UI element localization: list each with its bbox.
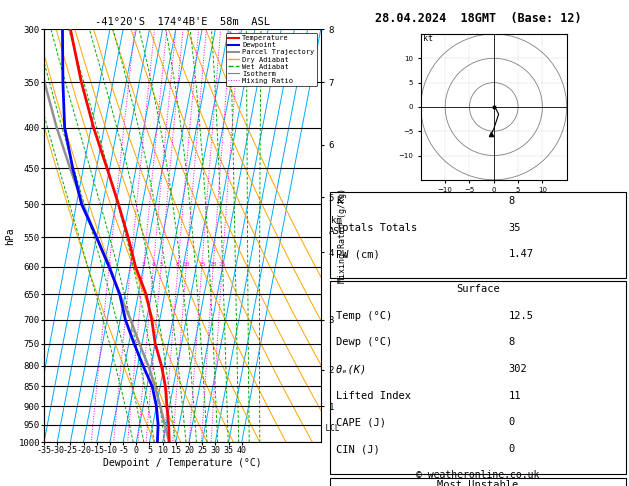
Text: 302: 302 — [508, 364, 527, 374]
Legend: Temperature, Dewpoint, Parcel Trajectory, Dry Adiabat, Wet Adiabat, Isotherm, Mi: Temperature, Dewpoint, Parcel Trajectory… — [226, 33, 317, 87]
Text: 5: 5 — [159, 262, 163, 267]
Text: 2: 2 — [128, 262, 132, 267]
Text: 1: 1 — [107, 262, 111, 267]
Bar — [330, 281, 626, 474]
Text: 1.47: 1.47 — [508, 249, 533, 260]
Text: 0: 0 — [508, 444, 515, 454]
Text: Temp (°C): Temp (°C) — [336, 311, 392, 321]
Text: 3: 3 — [142, 262, 145, 267]
Text: Dewp (°C): Dewp (°C) — [336, 337, 392, 347]
Text: K: K — [336, 196, 342, 206]
Text: 0: 0 — [508, 417, 515, 428]
Text: LCL: LCL — [321, 424, 339, 433]
Text: 11: 11 — [508, 391, 521, 401]
Text: 25: 25 — [218, 262, 226, 267]
Text: Most Unstable: Most Unstable — [437, 480, 519, 486]
Text: Totals Totals: Totals Totals — [336, 223, 418, 233]
Text: 35: 35 — [508, 223, 521, 233]
Title: -41°20'S  174°4B'E  58m  ASL: -41°20'S 174°4B'E 58m ASL — [95, 17, 270, 27]
Text: 8: 8 — [508, 196, 515, 206]
Text: 28.04.2024  18GMT  (Base: 12): 28.04.2024 18GMT (Base: 12) — [375, 12, 581, 25]
Text: Surface: Surface — [456, 284, 500, 294]
Text: θₑ(K): θₑ(K) — [336, 364, 367, 374]
Text: kt: kt — [423, 35, 433, 43]
Bar — [330, 192, 626, 278]
Text: 15: 15 — [198, 262, 206, 267]
Text: PW (cm): PW (cm) — [336, 249, 380, 260]
Text: Lifted Index: Lifted Index — [336, 391, 411, 401]
Y-axis label: hPa: hPa — [6, 227, 16, 244]
Text: 10: 10 — [182, 262, 190, 267]
Text: Mixing Ratio (g/kg): Mixing Ratio (g/kg) — [338, 188, 347, 283]
Text: CAPE (J): CAPE (J) — [336, 417, 386, 428]
Text: 8: 8 — [508, 337, 515, 347]
Text: 8: 8 — [176, 262, 180, 267]
Text: 12.5: 12.5 — [508, 311, 533, 321]
Text: © weatheronline.co.uk: © weatheronline.co.uk — [416, 470, 540, 480]
X-axis label: Dewpoint / Temperature (°C): Dewpoint / Temperature (°C) — [103, 458, 262, 468]
Text: 4: 4 — [152, 262, 155, 267]
Bar — [330, 478, 626, 486]
Text: 20: 20 — [209, 262, 217, 267]
Y-axis label: km
ASL: km ASL — [328, 216, 345, 236]
Text: CIN (J): CIN (J) — [336, 444, 380, 454]
